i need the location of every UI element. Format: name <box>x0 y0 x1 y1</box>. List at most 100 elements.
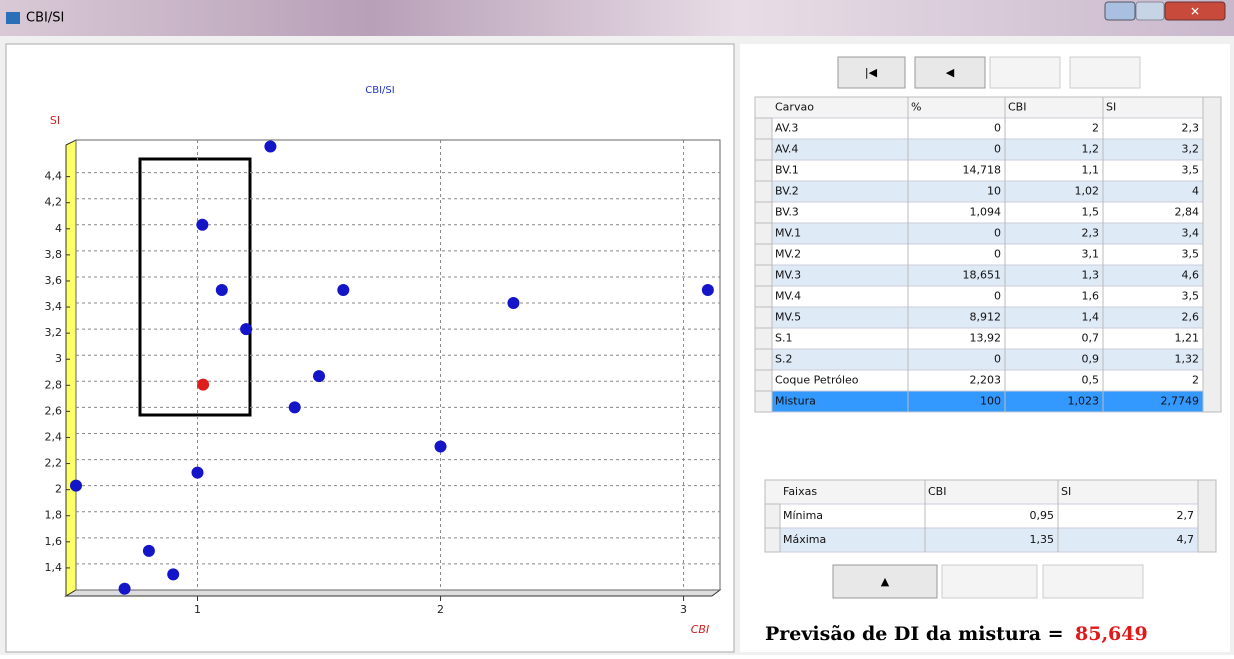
table-cell: S.1 <box>775 332 792 345</box>
table-cell: 1,5 <box>1082 206 1100 219</box>
row-indicator <box>755 244 772 265</box>
prev-glyph: ◀ <box>946 66 955 79</box>
table-cell: 0 <box>994 143 1001 156</box>
column-header: SI <box>1061 485 1071 498</box>
table-cell: 4,7 <box>1177 533 1195 546</box>
y-axis-wall <box>66 140 76 596</box>
y-tick-label: 2,4 <box>45 430 63 443</box>
data-point <box>196 219 208 231</box>
table-cell: 1,094 <box>970 206 1002 219</box>
data-point <box>264 141 276 153</box>
row-indicator <box>755 202 772 223</box>
table-header <box>755 97 1203 118</box>
table-header <box>765 480 1198 504</box>
row-indicator <box>765 504 780 528</box>
table-cell: 2,7 <box>1177 509 1195 522</box>
row-indicator <box>755 181 772 202</box>
chart-title: CBI/SI <box>365 85 394 96</box>
chart-panel <box>6 44 734 652</box>
table-cell: 2,3 <box>1182 122 1200 135</box>
table-cell: Mistura <box>775 395 816 408</box>
table-cell: 10 <box>987 185 1001 198</box>
table-row <box>772 118 1203 139</box>
table-cell: 0,9 <box>1082 353 1100 366</box>
prediction-label: Previsão de DI da mistura = <box>765 623 1064 645</box>
table-cell: 4 <box>1192 185 1199 198</box>
row-indicator <box>755 160 772 181</box>
data-point <box>240 323 252 335</box>
y-tick-label: 1,4 <box>45 561 63 574</box>
data-point <box>143 545 155 557</box>
table-row <box>772 349 1203 370</box>
prediction-value: 85,649 <box>1075 623 1148 645</box>
data-point <box>70 480 82 492</box>
table-cell: 0,5 <box>1082 374 1100 387</box>
table-cell: 13,92 <box>970 332 1002 345</box>
data-point <box>289 401 301 413</box>
table-row <box>772 139 1203 160</box>
table-cell: AV.3 <box>775 122 798 135</box>
table-cell: MV.1 <box>775 227 801 240</box>
table-cell: 2,3 <box>1082 227 1100 240</box>
data-point <box>702 284 714 296</box>
table-cell: 2,203 <box>970 374 1002 387</box>
table-cell: AV.4 <box>775 143 798 156</box>
row-indicator <box>755 139 772 160</box>
table-row <box>772 286 1203 307</box>
table-cell: 3,2 <box>1182 143 1200 156</box>
close-glyph: ✕ <box>1190 5 1200 19</box>
table-cell: 0 <box>994 353 1001 366</box>
y-tick-label: 2,8 <box>45 378 63 391</box>
y-tick-label: 1,8 <box>45 509 63 522</box>
y-axis-label: SI <box>50 114 60 127</box>
row-indicator <box>755 349 772 370</box>
y-tick-label: 3,2 <box>45 326 63 339</box>
confirm-button[interactable] <box>942 565 1037 598</box>
x-axis-floor <box>66 590 720 596</box>
table-cell: 0 <box>994 290 1001 303</box>
table-cell: 2,7749 <box>1161 395 1200 408</box>
table-cell: Coque Petróleo <box>775 374 859 387</box>
column-header: SI <box>1106 101 1116 114</box>
data-point <box>197 379 209 391</box>
x-tick-label: 1 <box>194 603 201 616</box>
table-cell: 1,023 <box>1068 395 1100 408</box>
maximize-button[interactable] <box>1136 2 1164 20</box>
y-tick-label: 4 <box>55 222 62 235</box>
table-cell: 0,7 <box>1082 332 1100 345</box>
table-cell: 1,3 <box>1082 269 1100 282</box>
table-cell: 1,02 <box>1075 185 1100 198</box>
table-cell: Mínima <box>783 509 823 522</box>
table-cell: 100 <box>980 395 1001 408</box>
first-glyph: |◀ <box>865 66 878 79</box>
table-cell: 1,21 <box>1175 332 1200 345</box>
window-title: CBI/SI <box>26 11 64 26</box>
data-point <box>435 441 447 453</box>
table-cell: BV.1 <box>775 164 799 177</box>
column-header: CBI <box>1008 101 1026 114</box>
table-cell: 1,2 <box>1082 143 1100 156</box>
table-cell: 1,4 <box>1082 311 1100 324</box>
row-indicator <box>755 265 772 286</box>
table-cell: MV.4 <box>775 290 801 303</box>
next-button[interactable] <box>990 57 1060 88</box>
table-cell: 2,6 <box>1182 311 1200 324</box>
table-cell: 2 <box>1192 374 1199 387</box>
column-header: Faixas <box>783 485 817 498</box>
scrollbar <box>1203 97 1221 412</box>
table-cell: 0,95 <box>1030 509 1055 522</box>
data-point <box>192 467 204 479</box>
minimize-button[interactable] <box>1105 2 1135 20</box>
table-cell: 1,32 <box>1175 353 1200 366</box>
y-tick-label: 3,8 <box>45 248 63 261</box>
table-cell: S.2 <box>775 353 792 366</box>
table-cell: 4,6 <box>1182 269 1200 282</box>
last-button[interactable] <box>1070 57 1140 88</box>
y-tick-label: 1,6 <box>45 535 63 548</box>
data-point <box>313 370 325 382</box>
cancel-button[interactable] <box>1043 565 1143 598</box>
table-cell: 2,84 <box>1175 206 1200 219</box>
table-cell: 3,5 <box>1182 248 1200 261</box>
table-cell: 3,5 <box>1182 164 1200 177</box>
row-indicator <box>755 223 772 244</box>
